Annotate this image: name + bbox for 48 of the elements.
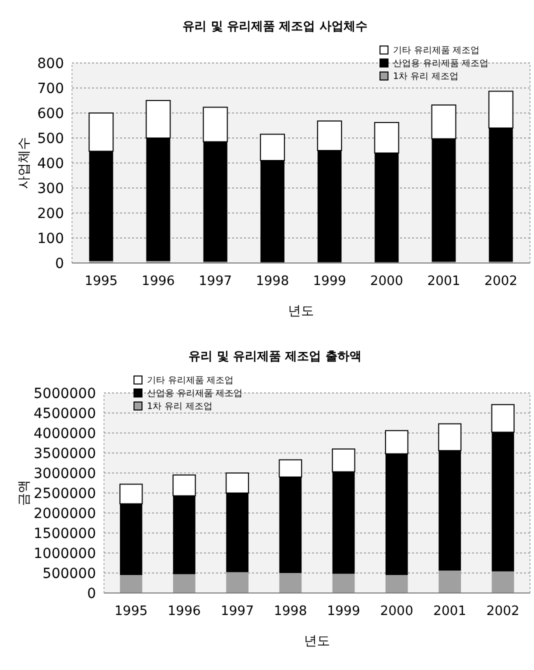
y-tick-label: 300 [37,180,64,197]
y-tick-label: 500 [37,130,64,147]
legend-label: 1차 유리 제조업 [147,402,212,412]
y-tick-label: 0 [87,586,96,602]
y-tick-label: 600 [37,106,64,122]
x-tick-label: 2000 [370,274,404,289]
x-tick-label: 1999 [327,604,360,619]
x-tick-label: 1997 [220,604,254,619]
x-tick-label: 1996 [168,604,201,619]
y-tick-label: 100 [37,230,64,247]
y-tick-label: 4500000 [34,406,96,422]
x-tick-label: 2000 [380,604,414,619]
legend-label: 1차 유리 제조업 [393,72,458,82]
y-tick-label: 3500000 [34,446,96,462]
y-tick-label: 5000000 [34,386,96,402]
legend-label: 산업용 유리제품 제조업 [147,389,243,399]
y-tick-label: 3000000 [34,466,96,482]
y-tick-label: 800 [37,56,64,72]
x-tick-label: 2001 [427,274,460,289]
x-tick-label: 2002 [484,274,518,289]
y-axis-title: 사업체수 [17,137,32,189]
x-tick-label: 1998 [274,604,307,619]
y-tick-label: 200 [37,206,64,222]
x-tick-label: 1995 [84,274,118,289]
legend-label: 기타 유리제품 제조업 [393,46,480,56]
y-tick-label: 1500000 [34,526,96,542]
legend-label: 산업용 유리제품 제조업 [393,59,489,69]
x-axis-title: 년도 [288,304,314,319]
legend-label: 기타 유리제품 제조업 [147,376,234,386]
y-tick-label: 4000000 [34,426,96,442]
x-tick-label: 1996 [142,274,175,289]
y-tick-label: 500000 [42,566,96,582]
y-axis-title: 금액 [17,480,32,506]
y-tick-label: 1000000 [34,546,96,562]
x-tick-label: 2002 [486,604,520,619]
x-axis-title: 년도 [304,634,330,649]
chart-title: 유리 및 유리제품 제조업 사업체수 [182,19,368,33]
x-tick-label: 1999 [313,274,346,289]
y-tick-label: 400 [37,156,64,172]
y-tick-label: 700 [37,80,64,97]
chart-title: 유리 및 유리제품 제조업 출하액 [188,349,362,363]
y-tick-label: 0 [55,256,64,272]
x-tick-label: 1998 [256,274,289,289]
y-tick-label: 2000000 [34,506,96,522]
y-tick-label: 2500000 [34,486,96,502]
x-tick-label: 1997 [198,274,232,289]
x-tick-label: 1995 [114,604,148,619]
x-tick-label: 2001 [433,604,466,619]
